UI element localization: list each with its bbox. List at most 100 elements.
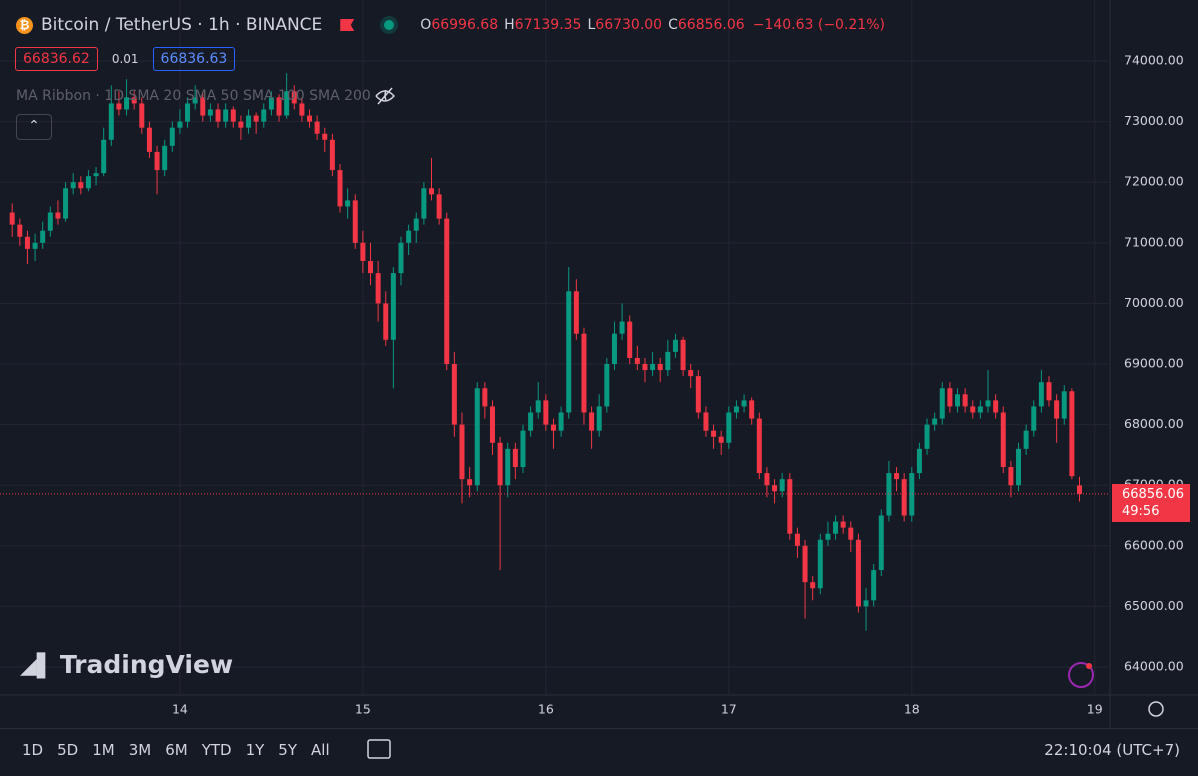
candle-body	[947, 388, 953, 407]
candle-body	[558, 412, 564, 431]
candle-body	[863, 600, 869, 607]
candle-body	[619, 321, 625, 334]
candle-body	[368, 260, 374, 274]
x-tick-label: 15	[355, 702, 371, 717]
range-button[interactable]: 1D	[22, 741, 44, 759]
candle-body	[32, 242, 38, 249]
candle-body	[878, 515, 884, 571]
flag-icon[interactable]	[340, 19, 355, 31]
candle-body	[650, 364, 656, 371]
candle-body	[672, 339, 678, 352]
candle-body	[764, 473, 770, 486]
range-button[interactable]: 5D	[57, 741, 79, 759]
range-button[interactable]: 6M	[165, 741, 188, 759]
ohlc-item: C66856.06	[668, 17, 745, 33]
candle-body	[474, 388, 480, 486]
range-button[interactable]: 1Y	[245, 741, 265, 759]
candle-body	[55, 212, 61, 219]
ohlc-values: O66996.68 H67139.35 L66730.00 C66856.06	[420, 17, 744, 33]
range-button[interactable]: 3M	[128, 741, 152, 759]
candle-body	[695, 376, 701, 413]
symbol-title[interactable]: Bitcoin / TetherUS · 1h · BINANCE	[41, 15, 323, 35]
candle-body	[825, 533, 831, 540]
candle-body	[1054, 400, 1060, 419]
candle-body	[688, 370, 694, 377]
x-tick-label: 14	[172, 702, 188, 717]
candle-body	[581, 333, 587, 413]
candle-body	[337, 170, 343, 207]
candle-body	[162, 145, 168, 171]
candle-body	[977, 406, 983, 413]
y-tick-label: 71000.00	[1124, 234, 1184, 249]
candle-body	[924, 424, 930, 449]
candle-body	[894, 473, 900, 480]
candle-body	[482, 388, 488, 407]
ohlc-value: 66856.06	[677, 17, 745, 33]
y-tick-label: 69000.00	[1124, 356, 1184, 371]
candle-body	[543, 400, 549, 425]
candle-body	[314, 121, 320, 134]
buy-price[interactable]: 66836.63	[152, 47, 236, 71]
candle-body	[1061, 391, 1067, 419]
candle-body	[589, 412, 595, 431]
candle-body	[756, 418, 762, 474]
ohlc-key: L	[587, 17, 596, 33]
candle-body	[261, 109, 267, 122]
price-change: −140.63 (−0.21%)	[752, 17, 885, 33]
date-range-icon[interactable]	[367, 739, 391, 759]
candle-body	[63, 188, 69, 219]
ohlc-value: 67139.35	[514, 17, 582, 33]
visibility-icon[interactable]	[375, 87, 396, 105]
candle-body	[642, 364, 648, 371]
candle-body	[154, 151, 160, 171]
x-tick-label: 17	[721, 702, 737, 717]
ohlc-item: H67139.35	[504, 17, 581, 33]
candle-body	[1038, 382, 1044, 407]
candle-body	[413, 218, 419, 231]
candle-body	[93, 173, 99, 177]
candle-body	[848, 527, 854, 540]
clock[interactable]: 22:10:04 (UTC+7)	[1044, 741, 1180, 759]
candle-body	[802, 545, 808, 583]
symbol-header: ₿ Bitcoin / TetherUS · 1h · BINANCE O669…	[16, 15, 885, 35]
sell-price[interactable]: 66836.62	[15, 47, 98, 71]
candle-body	[939, 388, 945, 419]
candle-body	[322, 133, 328, 140]
alert-icon[interactable]	[1068, 662, 1094, 688]
candle-body	[833, 521, 839, 534]
collapse-button[interactable]: ⌃	[16, 114, 52, 140]
y-tick-label: 72000.00	[1124, 174, 1184, 189]
candle-body	[223, 109, 229, 122]
candle-body	[177, 121, 183, 128]
candle-body	[512, 448, 518, 468]
candle-body	[47, 212, 53, 231]
y-tick-label: 74000.00	[1124, 53, 1184, 68]
y-tick-label: 68000.00	[1124, 416, 1184, 431]
candle-body	[116, 103, 122, 110]
candle-body	[451, 364, 457, 425]
y-tick-label: 73000.00	[1124, 113, 1184, 128]
bid-ask: 66836.62 0.01 66836.63	[15, 47, 236, 71]
candle-body	[360, 242, 366, 261]
candle-body	[459, 424, 465, 480]
range-button[interactable]: YTD	[201, 741, 232, 759]
candle-body	[421, 188, 427, 219]
range-button[interactable]: 1M	[92, 741, 115, 759]
candle-body	[169, 127, 175, 146]
indicator-name[interactable]: MA Ribbon	[16, 88, 91, 104]
candle-body	[85, 176, 91, 189]
candle-body	[817, 539, 823, 589]
range-button[interactable]: 5Y	[278, 741, 298, 759]
y-tick-label: 64000.00	[1124, 659, 1184, 674]
candle-body	[916, 448, 922, 474]
candle-body	[444, 218, 450, 365]
candle-body	[657, 364, 663, 371]
ohlc-value: 66996.68	[431, 17, 499, 33]
candle-body	[230, 109, 236, 122]
ohlc-item: O66996.68	[420, 17, 498, 33]
settings-icon[interactable]	[1148, 701, 1164, 717]
range-button[interactable]: All	[311, 741, 330, 759]
candle-body	[680, 339, 686, 371]
